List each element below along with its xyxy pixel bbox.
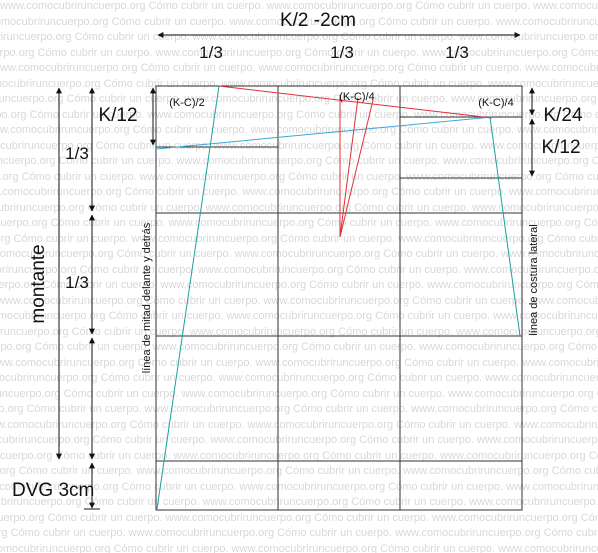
dart-leg-2 xyxy=(339,99,374,238)
waist-top-line xyxy=(218,85,493,119)
third-label-1: 1/3 xyxy=(199,43,223,62)
waist-guide-line xyxy=(155,116,493,150)
kc2-label: (K-C)/2 xyxy=(169,97,204,109)
third-label-3: 1/3 xyxy=(445,43,469,62)
kc4-mid-label: (K-C)/4 xyxy=(339,91,374,103)
center-line-label: línea de mitad delante y detrás xyxy=(141,222,153,373)
k24-label: K/24 xyxy=(543,105,583,126)
pattern-grid xyxy=(155,85,523,511)
pattern-frame xyxy=(155,85,523,511)
k12-left-label: K/12 xyxy=(98,105,137,126)
dart-leg-1 xyxy=(339,97,359,238)
dvg-label: DVG 3cm xyxy=(12,480,94,501)
montante-label: montante xyxy=(28,244,49,323)
kc4-right-label: (K-C)/4 xyxy=(478,97,513,109)
labels: K/2 -2cm 1/3 1/3 1/3 K/12 (K-C)/2 (K-C)/… xyxy=(12,10,583,501)
dimension-lines xyxy=(56,32,535,510)
side-seam-label: línea de costura lateral xyxy=(528,224,540,335)
third-label-2: 1/3 xyxy=(330,43,354,62)
left-third-label-1: 1/3 xyxy=(65,144,89,163)
center-front-back-line xyxy=(156,85,220,510)
k12-right-label: K/12 xyxy=(541,137,580,158)
construction-lines xyxy=(155,85,521,510)
top-width-label: K/2 -2cm xyxy=(280,10,356,31)
side-seam-line xyxy=(489,116,521,337)
left-third-label-2: 1/3 xyxy=(65,273,89,292)
